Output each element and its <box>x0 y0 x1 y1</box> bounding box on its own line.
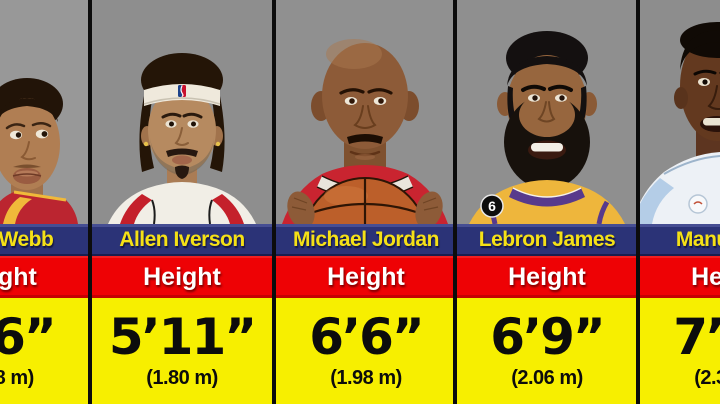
player-name-banner: Spud Webb <box>0 224 88 256</box>
height-value-imperial: 5’11” <box>108 308 257 366</box>
height-label-banner: Height <box>0 256 88 298</box>
column-divider <box>88 0 92 404</box>
height-value-metric: (1.68 m) <box>0 367 34 389</box>
height-label: Height <box>691 262 720 291</box>
manute-bol-illustration <box>640 0 720 224</box>
player-column-manute-bol: Manute Bol Height 7’7” (2.31 m) <box>640 0 720 404</box>
player-name: Spud Webb <box>0 228 54 251</box>
height-label-banner: Height <box>92 256 272 298</box>
player-column-allen-iverson: Allen Iverson Height 5’11” (1.80 m) <box>92 0 272 404</box>
height-label: Height <box>0 262 37 291</box>
height-label-banner: Height <box>276 256 453 298</box>
height-value-panel: 7’7” (2.31 m) <box>640 298 720 404</box>
player-name: Manute Bol <box>675 228 720 251</box>
jersey-badge <box>480 194 504 218</box>
lebron-james-illustration: 6 <box>457 0 636 224</box>
allen-iverson-portrait <box>92 0 272 224</box>
jersey-number-badge: 6 <box>488 198 496 214</box>
height-value-imperial: 6’9” <box>490 308 605 366</box>
player-name-banner: Michael Jordan <box>276 224 453 256</box>
spud-webb-portrait <box>0 0 88 224</box>
spud-webb-illustration <box>0 0 88 224</box>
height-value-metric: (1.98 m) <box>330 367 402 389</box>
height-value-imperial: 7’7” <box>673 308 720 366</box>
player-name: Michael Jordan <box>293 228 439 251</box>
player-name-banner: Manute Bol <box>640 224 720 256</box>
michael-jordan-portrait <box>276 0 453 224</box>
height-label-banner: Height <box>640 256 720 298</box>
height-value-panel: 5’6” (1.68 m) <box>0 298 88 404</box>
height-label-banner: Height <box>457 256 636 298</box>
allen-iverson-illustration <box>92 0 272 224</box>
height-value-metric: (2.06 m) <box>511 367 583 389</box>
player-column-lebron-james: 6 Lebron James Height 6’9” (2.06 m) <box>457 0 636 404</box>
height-label: Height <box>143 262 221 291</box>
height-value-panel: 5’11” (1.80 m) <box>92 298 272 404</box>
jersey-logo <box>688 194 708 214</box>
height-label: Height <box>508 262 586 291</box>
column-divider <box>272 0 276 404</box>
michael-jordan-illustration <box>276 0 453 224</box>
column-divider <box>636 0 640 404</box>
column-divider <box>453 0 457 404</box>
player-name-banner: Lebron James <box>457 224 636 256</box>
player-name: Lebron James <box>478 228 616 251</box>
height-value-metric: (2.31 m) <box>694 367 720 389</box>
height-value-metric: (1.80 m) <box>146 367 218 389</box>
player-column-michael-jordan: Michael Jordan Height 6’6” (1.98 m) <box>276 0 453 404</box>
player-column-spud-webb: Spud Webb Height 5’6” (1.68 m) <box>0 0 88 404</box>
player-name-banner: Allen Iverson <box>92 224 272 256</box>
height-value-panel: 6’6” (1.98 m) <box>276 298 453 404</box>
player-name: Allen Iverson <box>119 228 245 251</box>
height-value-panel: 6’9” (2.06 m) <box>457 298 636 404</box>
manute-bol-portrait <box>640 0 720 224</box>
height-value-imperial: 6’6” <box>309 308 424 366</box>
height-label: Height <box>327 262 405 291</box>
height-value-imperial: 5’6” <box>0 308 57 366</box>
lebron-james-portrait: 6 <box>457 0 636 224</box>
